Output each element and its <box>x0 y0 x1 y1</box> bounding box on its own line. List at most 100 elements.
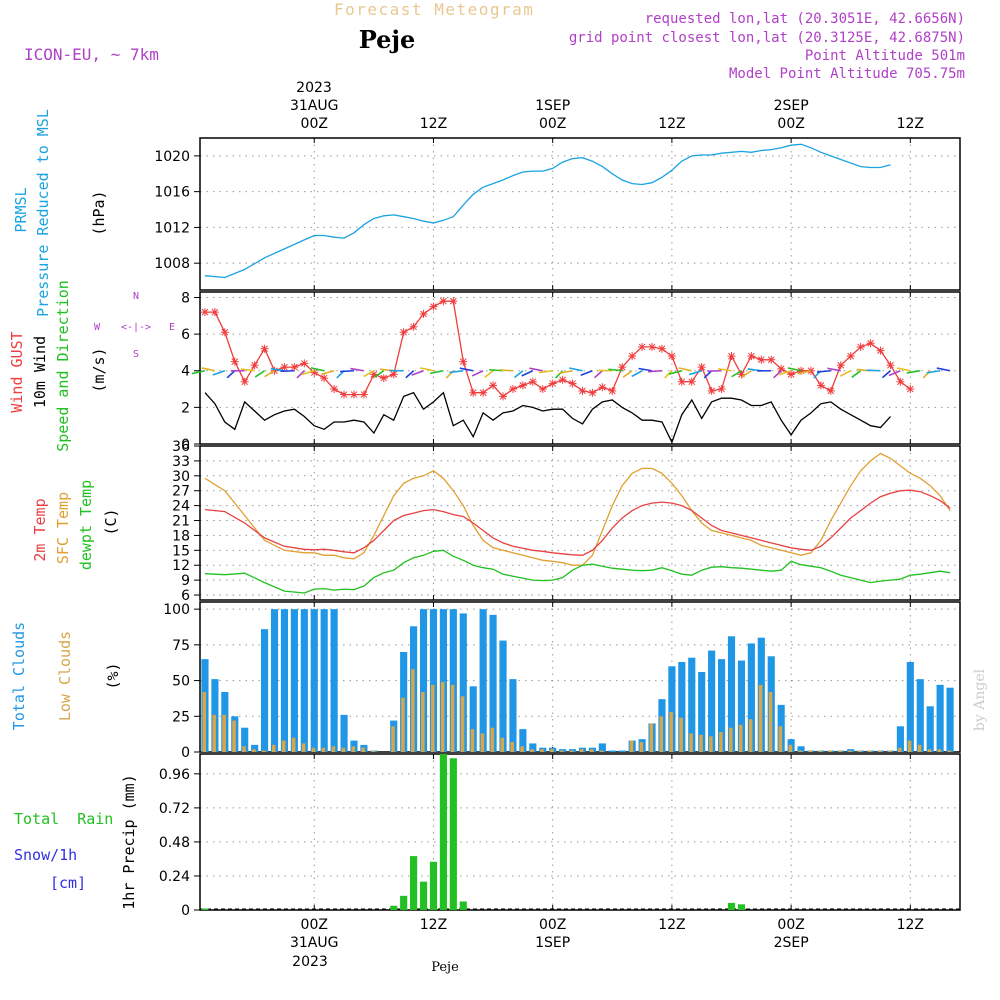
low-cloud-bar <box>818 750 822 752</box>
wind-direction-arrow <box>896 367 911 372</box>
wind-direction-arrow <box>264 370 275 378</box>
low-cloud-bar <box>560 750 564 752</box>
wind-direction-arrow <box>212 369 226 376</box>
wind-direction-arrow <box>201 367 216 372</box>
total-cloud-bar <box>241 727 249 752</box>
time-label-bottom: 00Z <box>301 917 328 933</box>
gust-marker <box>558 375 567 384</box>
wind-ytick-label: 8 <box>181 290 190 306</box>
gust-marker <box>568 379 577 388</box>
total-cloud-bar <box>251 744 259 752</box>
requested-coords: requested lon,lat (20.3051E, 42.6656N) <box>645 11 965 27</box>
clouds-ytick-label: 75 <box>172 638 190 654</box>
time-label-top: 1SEP <box>535 98 570 114</box>
gust-marker <box>369 370 378 379</box>
wind-direction-arrow <box>498 369 513 372</box>
wind-direction-arrow <box>301 369 315 376</box>
wind-speed-line <box>204 391 891 444</box>
gust-line <box>205 300 911 398</box>
wind-panel: 0 2 4 6 8 <box>181 290 961 453</box>
wind-direction-arrow <box>622 370 633 378</box>
low-cloud-bar <box>798 750 803 752</box>
low-cloud-bar <box>917 744 922 752</box>
wind-direction-arrow <box>411 369 424 376</box>
wind-direction-arrow <box>270 367 285 372</box>
total-cloud-bar <box>737 660 746 752</box>
low-cloud-bar <box>371 750 375 752</box>
gust-marker <box>667 352 676 361</box>
pressure-unit: (hPa) <box>90 190 108 235</box>
total-cloud-bar <box>459 613 467 752</box>
low-cloud-bar <box>411 669 415 752</box>
low-cloud-bar <box>440 682 445 752</box>
pressure-panel: 1008 1012 1016 1020 <box>154 137 961 291</box>
total-cloud-bar <box>598 743 606 752</box>
time-label-top: 12Z <box>897 116 924 132</box>
wind-direction-arrow <box>926 369 941 374</box>
compass-s: S <box>133 349 139 360</box>
total-cloud-bar <box>310 609 318 752</box>
total-cloud-bar <box>499 640 507 752</box>
total-cloud-bar <box>946 687 954 752</box>
wind-ytick-label: 6 <box>181 327 190 343</box>
low-cloud-bar <box>629 740 634 752</box>
gust-marker <box>767 355 776 364</box>
low-cloud-bar <box>351 746 356 752</box>
gust-marker <box>717 385 726 394</box>
low-cloud-bar <box>679 717 683 752</box>
wind-direction-arrow <box>340 369 355 373</box>
gust-marker <box>320 374 329 383</box>
total-cloud-bar <box>708 650 716 752</box>
gust-marker <box>657 344 666 353</box>
compass-n: N <box>133 291 139 302</box>
gust-marker <box>648 342 657 351</box>
wind-dir-label: Speed and Direction <box>54 280 72 452</box>
low-cloud-bar <box>391 726 395 752</box>
wind-direction-arrow <box>226 370 236 379</box>
wind-direction-arrow <box>529 367 543 372</box>
wind-direction-arrow <box>484 370 494 379</box>
total-cloud-bar <box>668 666 676 752</box>
wind-direction-arrow <box>310 367 325 372</box>
total-cloud-bar <box>618 750 626 752</box>
gust-marker <box>836 361 845 370</box>
pressure-line <box>204 143 891 279</box>
total-cloud-bar <box>727 636 736 752</box>
gust-marker <box>797 366 806 375</box>
wind-ytick-label: 0 <box>181 437 190 453</box>
rain-bar <box>449 758 457 910</box>
temperature-ytick-label: 24 <box>172 499 190 515</box>
t2m-line <box>204 489 951 556</box>
precipitation-ytick-label: 0.24 <box>159 869 190 885</box>
wind-unit: (m/s) <box>90 347 108 392</box>
gust-marker <box>459 357 468 366</box>
temperature-ytick-label: 36 <box>172 439 190 455</box>
temperature-ytick-label: 15 <box>172 543 190 559</box>
low-cloud-bar <box>937 749 942 752</box>
temperature-ytick-label: 33 <box>172 454 190 470</box>
low-cloud-bar <box>828 750 832 752</box>
wind-direction-arrow <box>906 369 921 374</box>
wind-direction-arrow <box>569 367 583 372</box>
wind-direction-arrow <box>888 370 901 377</box>
wind-direction-arrow <box>405 370 415 379</box>
rain-label: Total Rain <box>14 810 113 828</box>
wind-direction-arrow <box>321 369 335 375</box>
gust-marker <box>379 374 388 383</box>
gust-marker <box>677 377 686 386</box>
sfc-label: SFC Temp <box>54 492 72 564</box>
low-cloud-bar <box>291 737 296 752</box>
gust-marker <box>856 342 865 351</box>
low-cloud-bar <box>838 750 842 752</box>
low-cloud-bar <box>311 747 316 752</box>
low-cloud-bar <box>669 712 673 752</box>
gust-marker <box>896 377 905 386</box>
low-cloud-bar <box>887 750 892 752</box>
temperature-ytick-label: 18 <box>172 528 190 544</box>
gust-marker <box>528 377 537 386</box>
precipitation-ytick-label: 0.96 <box>159 767 190 783</box>
gust-marker <box>449 297 458 306</box>
time-label-bottom: 2SEP <box>774 935 809 951</box>
clouds-ytick-label: 25 <box>172 709 190 725</box>
gust-marker <box>618 363 627 372</box>
